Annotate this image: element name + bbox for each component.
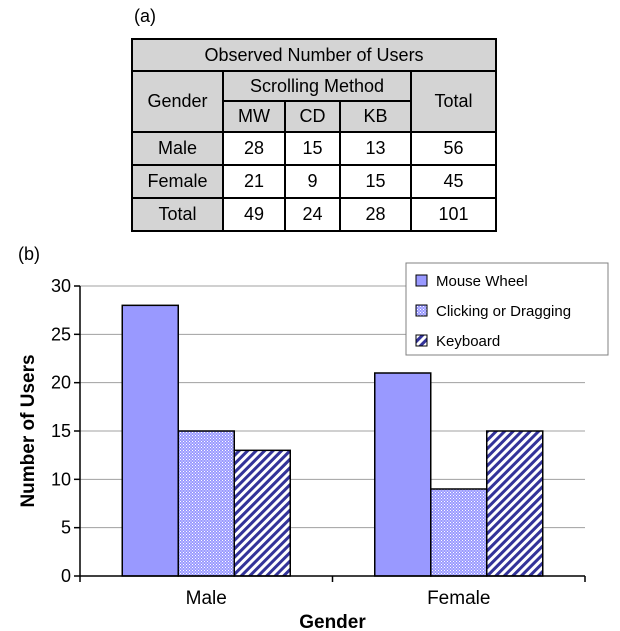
bar-mouse-wheel-male <box>121 304 179 577</box>
bar-chart: 0 5 10 15 20 25 30 Male Female Gender Number of Us… <box>18 262 609 631</box>
table-cell: 49 <box>222 197 286 232</box>
total-header: Total <box>409 70 498 133</box>
scrolling-method-header: Scrolling Method <box>222 70 412 102</box>
legend: Mouse Wheel Clicking or Dragging Keyboard <box>405 262 609 356</box>
table-cell: 15 <box>284 131 341 166</box>
table-row: Female 21 9 15 45 <box>131 164 498 199</box>
y-tick-label: 15 <box>51 421 71 441</box>
table-cell: 28 <box>222 131 286 166</box>
row-label: Female <box>131 164 224 199</box>
subheader-mw: MW <box>222 100 286 133</box>
bar-clicking-or-dragging-female <box>430 488 488 577</box>
table-cell: 24 <box>284 197 341 232</box>
x-axis-title: Gender <box>299 612 366 631</box>
x-tick-label: Female <box>427 588 490 609</box>
legend-swatch <box>415 334 428 347</box>
bar-clicking-or-dragging-male <box>177 430 235 577</box>
table-row: Male 28 15 13 56 <box>131 131 498 166</box>
legend-label: Mouse Wheel <box>436 273 528 290</box>
legend-box <box>405 262 609 356</box>
legend-swatch <box>415 304 428 317</box>
table-cell: 101 <box>409 197 498 232</box>
legend-label: Keyboard <box>436 333 500 350</box>
table-cell: 28 <box>339 197 412 232</box>
table-cell: 56 <box>409 131 498 166</box>
table-cell: 13 <box>339 131 412 166</box>
y-tick-label: 10 <box>51 469 71 489</box>
y-tick-label: 0 <box>61 566 71 586</box>
bar-keyboard-female <box>486 430 544 577</box>
gender-header: Gender <box>131 70 224 133</box>
row-label: Male <box>131 131 224 166</box>
panel-a-label: (a) <box>134 6 156 26</box>
observed-users-table: Observed Number of Users Gender Scrollin… <box>130 38 498 232</box>
table-cell: 45 <box>409 164 498 199</box>
table-cell: 15 <box>339 164 412 199</box>
table-cell: 21 <box>222 164 286 199</box>
x-tick-label: Male <box>186 588 227 609</box>
bar-keyboard-male <box>233 449 291 577</box>
y-axis-title: Number of Users <box>18 354 39 507</box>
y-tick-label: 5 <box>61 518 71 538</box>
table-row: Total 49 24 28 101 <box>131 197 498 232</box>
bar-mouse-wheel-female <box>374 372 432 577</box>
table-title: Observed Number of Users <box>130 38 498 72</box>
subheader-kb: KB <box>339 100 412 133</box>
subheader-cd: CD <box>284 100 341 133</box>
legend-label: Clicking or Dragging <box>436 303 571 320</box>
legend-swatch <box>415 274 428 287</box>
y-tick-label: 25 <box>51 324 71 344</box>
y-tick-label: 30 <box>51 276 71 296</box>
y-tick-label: 20 <box>51 373 71 393</box>
panel-b-label: (b) <box>18 244 40 264</box>
table-cell: 9 <box>284 164 341 199</box>
row-label: Total <box>131 197 224 232</box>
